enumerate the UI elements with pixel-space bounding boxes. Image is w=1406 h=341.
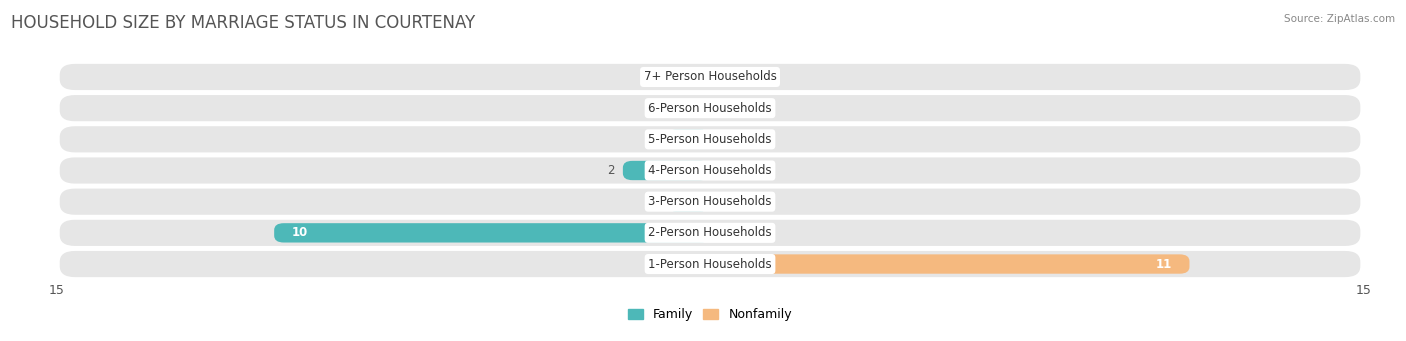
FancyBboxPatch shape	[59, 220, 1361, 246]
Text: 3-Person Households: 3-Person Households	[648, 195, 772, 208]
FancyBboxPatch shape	[59, 126, 1361, 152]
Text: 4-Person Households: 4-Person Households	[648, 164, 772, 177]
Text: 1: 1	[650, 195, 658, 208]
Text: 0: 0	[718, 71, 725, 84]
FancyBboxPatch shape	[710, 254, 1189, 274]
Text: 0: 0	[718, 195, 725, 208]
FancyBboxPatch shape	[666, 130, 710, 149]
Legend: Family, Nonfamily: Family, Nonfamily	[628, 308, 792, 321]
Text: 2-Person Households: 2-Person Households	[648, 226, 772, 239]
Text: 7+ Person Households: 7+ Person Households	[644, 71, 776, 84]
Text: 10: 10	[291, 226, 308, 239]
FancyBboxPatch shape	[59, 95, 1361, 121]
Text: 1-Person Households: 1-Person Households	[648, 257, 772, 270]
Text: HOUSEHOLD SIZE BY MARRIAGE STATUS IN COURTENAY: HOUSEHOLD SIZE BY MARRIAGE STATUS IN COU…	[11, 14, 475, 32]
Text: 0: 0	[718, 102, 725, 115]
Text: 0: 0	[718, 133, 725, 146]
FancyBboxPatch shape	[59, 64, 1361, 90]
Text: Source: ZipAtlas.com: Source: ZipAtlas.com	[1284, 14, 1395, 24]
FancyBboxPatch shape	[59, 189, 1361, 215]
Text: 6-Person Households: 6-Person Households	[648, 102, 772, 115]
Text: 0: 0	[695, 71, 702, 84]
Text: 2: 2	[606, 164, 614, 177]
FancyBboxPatch shape	[274, 223, 710, 242]
Text: 11: 11	[1156, 257, 1173, 270]
Text: 5-Person Households: 5-Person Households	[648, 133, 772, 146]
FancyBboxPatch shape	[623, 161, 710, 180]
FancyBboxPatch shape	[59, 251, 1361, 277]
Text: 0: 0	[695, 102, 702, 115]
Text: 0: 0	[718, 164, 725, 177]
FancyBboxPatch shape	[666, 192, 710, 211]
Text: 0: 0	[695, 257, 702, 270]
Text: 1: 1	[650, 133, 658, 146]
Text: 0: 0	[718, 226, 725, 239]
FancyBboxPatch shape	[59, 158, 1361, 183]
